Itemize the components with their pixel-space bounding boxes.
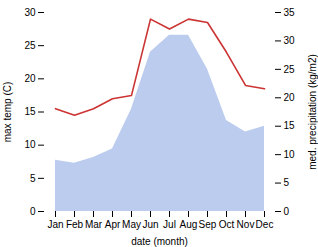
- svg-text:Aug: Aug: [180, 219, 198, 230]
- svg-text:Jun: Jun: [142, 219, 158, 230]
- svg-text:15: 15: [284, 120, 296, 131]
- svg-text:25: 25: [284, 64, 296, 75]
- svg-text:date (month): date (month): [131, 236, 188, 247]
- svg-text:Dec: Dec: [256, 219, 274, 230]
- svg-text:0: 0: [30, 206, 36, 217]
- svg-text:Jan: Jan: [47, 219, 63, 230]
- svg-text:Sep: Sep: [199, 219, 217, 230]
- svg-text:Oct: Oct: [219, 219, 235, 230]
- svg-text:15: 15: [24, 106, 36, 117]
- svg-text:Feb: Feb: [66, 219, 84, 230]
- svg-text:20: 20: [24, 73, 36, 84]
- svg-text:Mar: Mar: [85, 219, 103, 230]
- svg-text:25: 25: [24, 40, 36, 51]
- svg-text:30: 30: [284, 35, 296, 46]
- svg-text:5: 5: [284, 177, 290, 188]
- svg-text:10: 10: [24, 139, 36, 150]
- svg-text:30: 30: [24, 7, 36, 18]
- svg-text:med. precipitation (kg/m2): med. precipitation (kg/m2): [307, 54, 318, 170]
- svg-text:Apr: Apr: [105, 219, 121, 230]
- svg-text:Jul: Jul: [163, 219, 176, 230]
- svg-text:20: 20: [284, 92, 296, 103]
- svg-text:Nov: Nov: [237, 219, 255, 230]
- svg-text:35: 35: [284, 7, 296, 18]
- svg-text:max temp (C): max temp (C): [2, 82, 13, 143]
- svg-text:0: 0: [284, 206, 290, 217]
- svg-text:10: 10: [284, 149, 296, 160]
- svg-text:May: May: [122, 219, 141, 230]
- svg-text:5: 5: [30, 173, 36, 184]
